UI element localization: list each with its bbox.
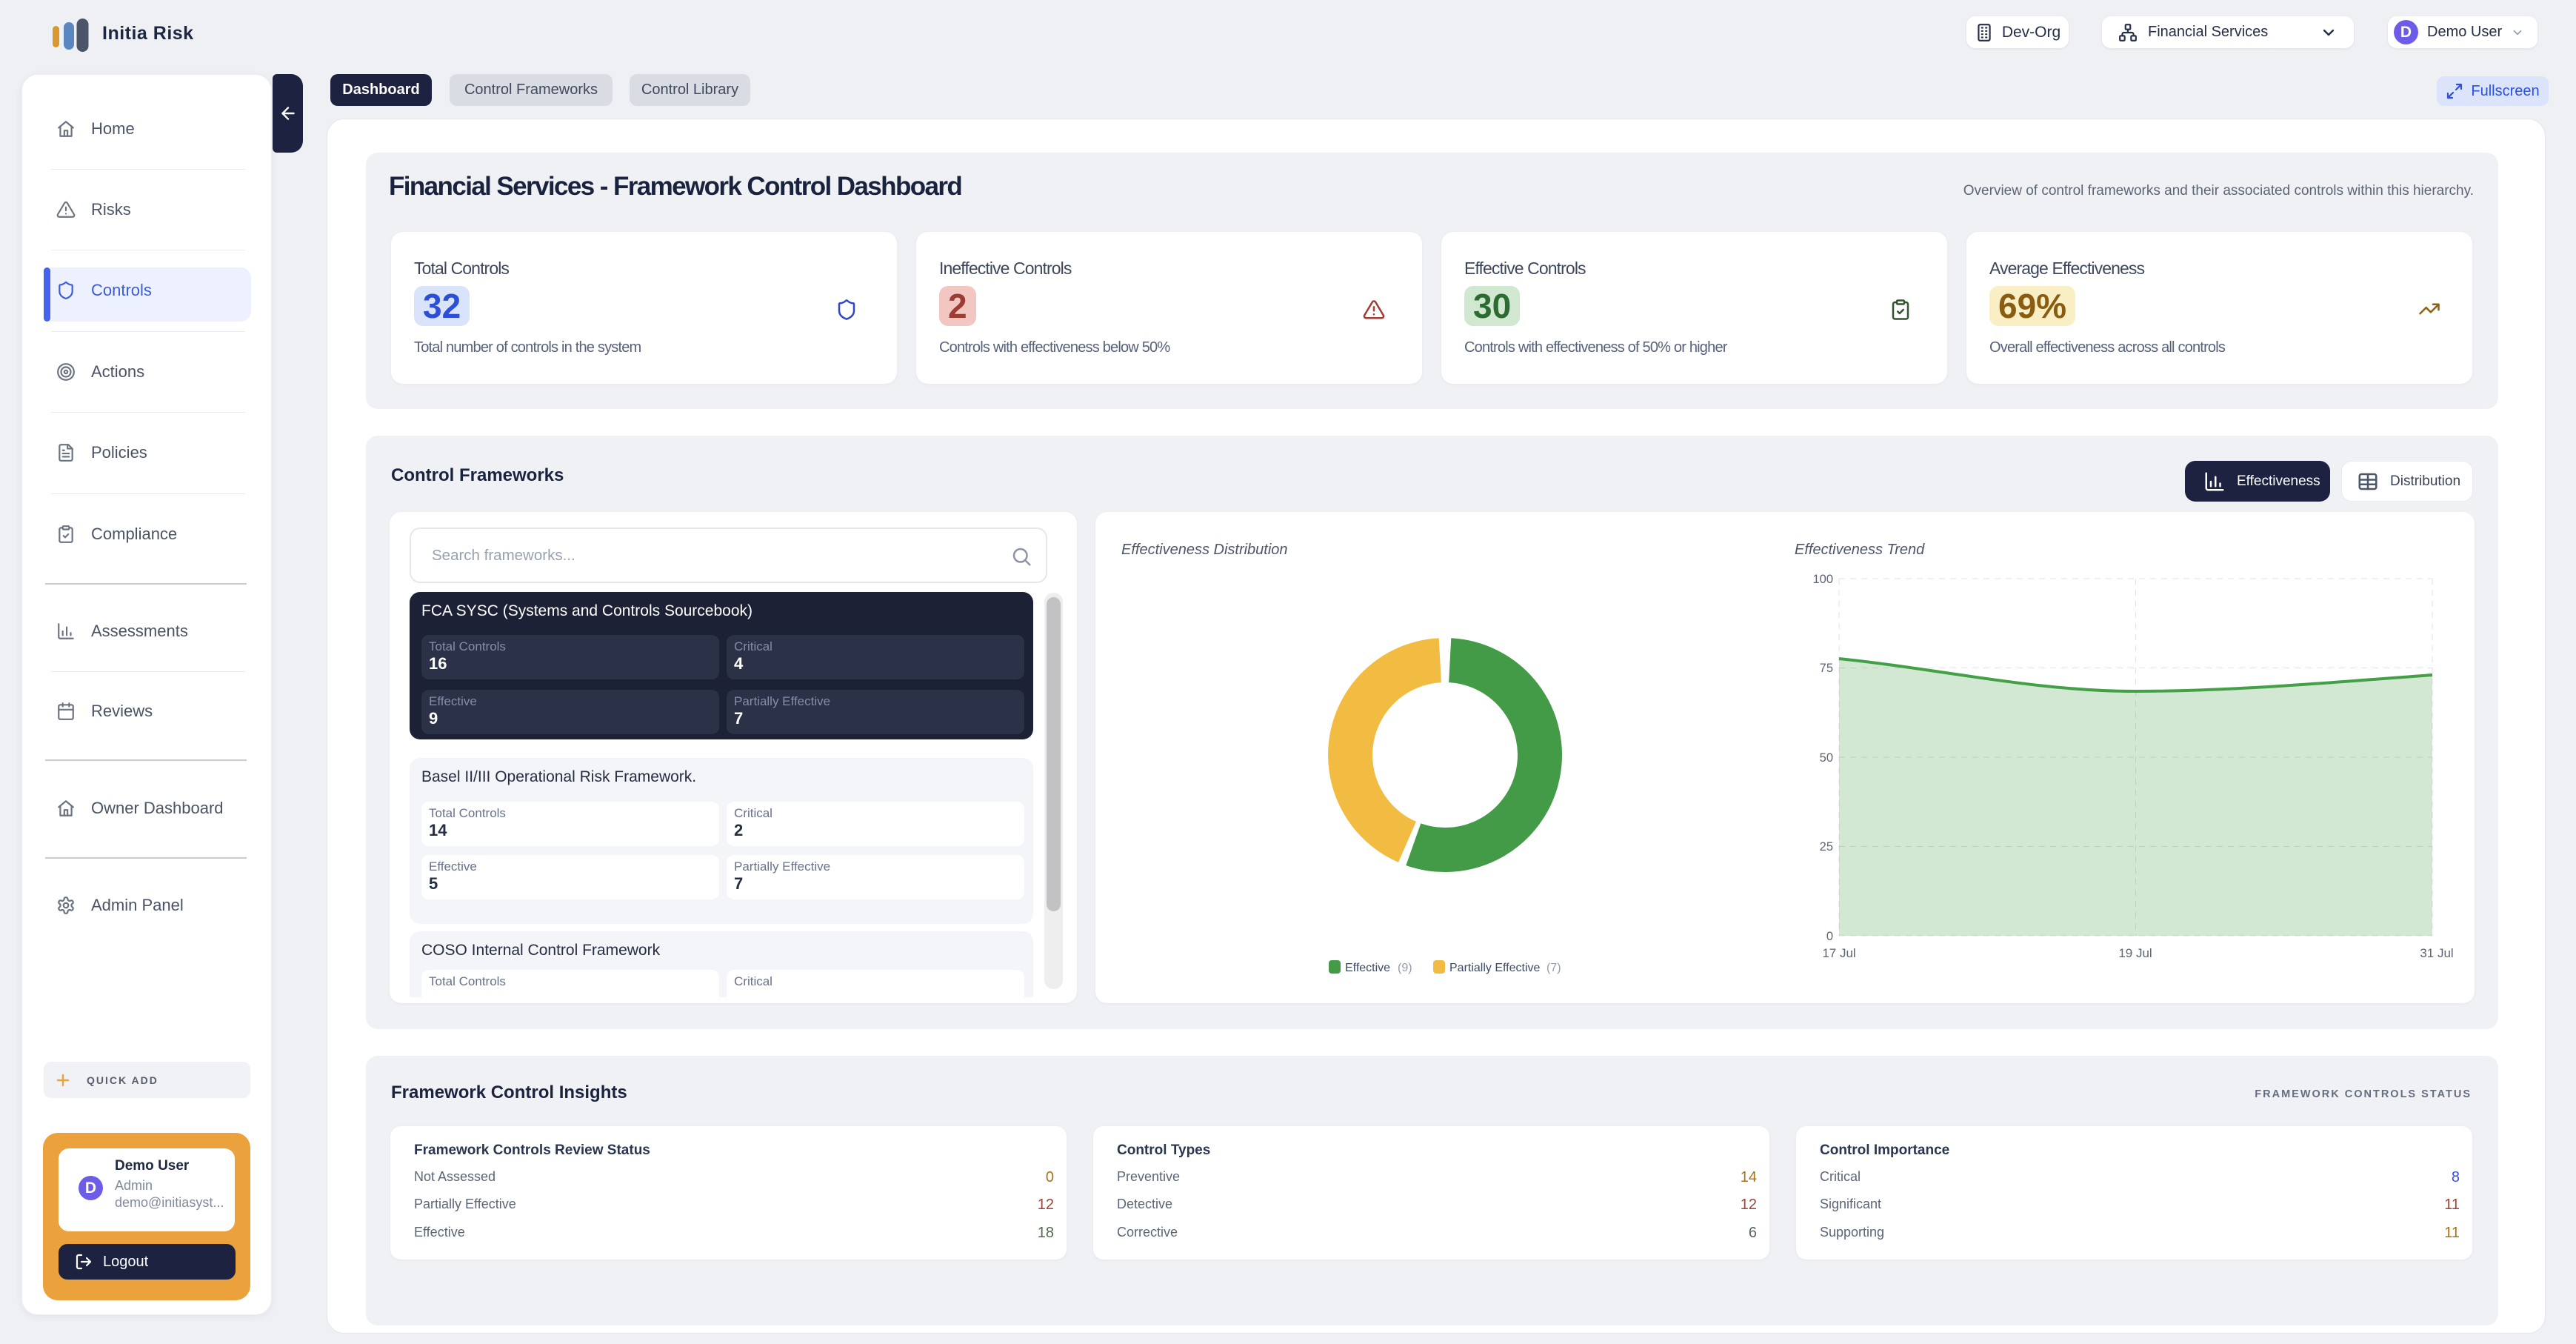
svg-text:17 Jul: 17 Jul [1822,946,1855,960]
svg-text:19 Jul: 19 Jul [2118,946,2152,960]
svg-text:25: 25 [1820,840,1833,854]
svg-text:0: 0 [1826,930,1833,943]
svg-text:Partially Effective: Partially Effective [1449,962,1541,974]
svg-text:50: 50 [1820,751,1833,765]
svg-text:75: 75 [1820,662,1833,675]
svg-text:31 Jul: 31 Jul [2420,946,2453,960]
svg-text:Effective: Effective [1345,962,1390,974]
svg-text:(9): (9) [1398,962,1412,974]
svg-text:(7): (7) [1546,962,1561,974]
svg-text:100: 100 [1812,573,1833,586]
